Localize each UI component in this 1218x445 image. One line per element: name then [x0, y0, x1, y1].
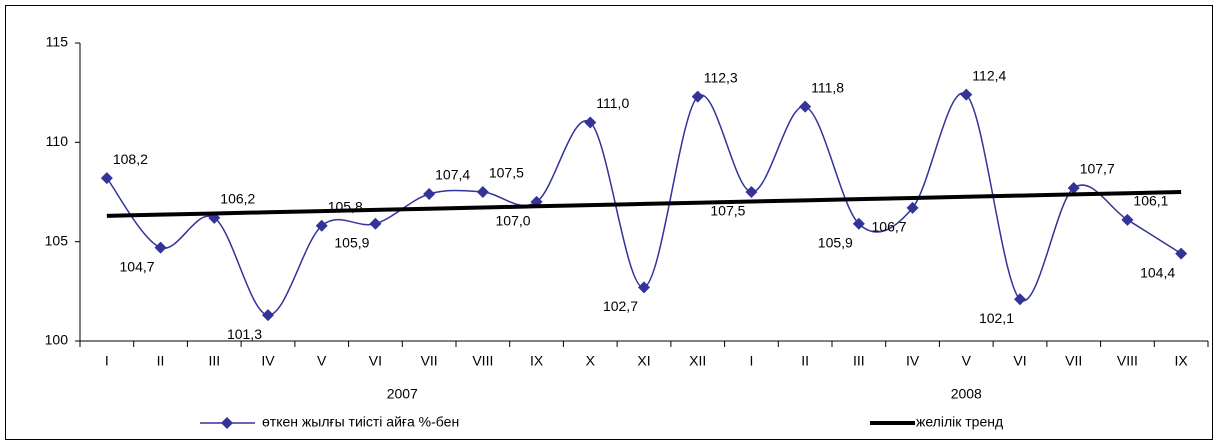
data-label: 107,0 — [496, 213, 531, 229]
x-tick-label: IV — [261, 353, 275, 369]
data-label: 107,5 — [710, 203, 745, 219]
y-tick-label: 105 — [45, 232, 69, 248]
data-point — [315, 219, 328, 232]
data-label: 107,4 — [435, 167, 470, 183]
chart-frame — [5, 5, 1213, 440]
year-label: 2008 — [951, 386, 982, 402]
y-tick-label: 100 — [45, 332, 69, 348]
x-tick-label: VII — [1065, 353, 1082, 369]
x-tick-label: VI — [1013, 353, 1026, 369]
data-label: 101,3 — [227, 326, 262, 342]
x-tick-label: III — [208, 353, 220, 369]
data-point — [1014, 293, 1026, 306]
x-tick-label: IV — [906, 353, 920, 369]
x-tick-label: VI — [369, 353, 382, 369]
data-point — [691, 90, 704, 103]
data-point — [638, 281, 650, 294]
x-tick-label: I — [105, 353, 109, 369]
data-label: 106,1 — [1133, 193, 1168, 209]
x-tick-label: VII — [421, 353, 438, 369]
data-label: 102,7 — [603, 298, 638, 314]
x-tick-label: IX — [530, 353, 544, 369]
legend-marker — [221, 417, 233, 429]
data-label: 112,4 — [972, 67, 1006, 83]
data-point — [906, 201, 919, 214]
x-tick-label: XII — [689, 353, 706, 369]
data-label: 107,5 — [489, 165, 524, 181]
legend-label: өткен жылғы тиісті айға %-бен — [262, 414, 459, 430]
x-tick-label: II — [157, 353, 165, 369]
trend-line — [106, 190, 1182, 218]
data-label: 102,1 — [979, 310, 1014, 326]
x-tick-label: VIII — [472, 353, 493, 369]
y-tick-label: 115 — [46, 34, 69, 50]
data-label: 105,9 — [818, 234, 853, 250]
data-point — [584, 116, 597, 129]
x-tick-label: IX — [1175, 353, 1189, 369]
x-tick-label: XI — [637, 353, 650, 369]
x-tick-label: II — [801, 353, 809, 369]
data-point — [852, 217, 865, 230]
data-label: 111,0 — [596, 95, 629, 111]
x-tick-label: X — [586, 353, 596, 369]
data-point — [476, 186, 489, 198]
data-label: 112,3 — [704, 69, 738, 85]
data-point — [262, 309, 274, 322]
data-label: 106,2 — [220, 191, 255, 207]
data-label: 104,4 — [1140, 264, 1175, 280]
data-point — [745, 186, 758, 198]
data-point — [1121, 213, 1134, 226]
data-point — [1067, 182, 1080, 195]
data-point — [799, 100, 812, 113]
y-tick-label: 110 — [46, 133, 69, 149]
data-point — [369, 217, 382, 230]
data-point — [1175, 247, 1188, 260]
data-label: 106,7 — [872, 219, 907, 235]
data-label: 105,9 — [334, 234, 369, 250]
data-label: 108,2 — [113, 151, 148, 167]
x-tick-label: VIII — [1117, 353, 1138, 369]
data-label: 104,7 — [120, 258, 155, 274]
x-tick-label: I — [749, 353, 753, 369]
data-point — [100, 172, 113, 185]
data-point — [960, 88, 973, 101]
data-point — [154, 241, 167, 254]
data-point — [423, 187, 436, 200]
x-tick-label: III — [853, 353, 865, 369]
x-tick-label: V — [317, 353, 327, 369]
year-label: 2007 — [387, 386, 418, 402]
x-tick-label: V — [962, 353, 972, 369]
data-label: 107,7 — [1080, 161, 1115, 177]
data-label: 111,8 — [811, 79, 844, 95]
legend-label: желілік тренд — [916, 414, 1003, 430]
